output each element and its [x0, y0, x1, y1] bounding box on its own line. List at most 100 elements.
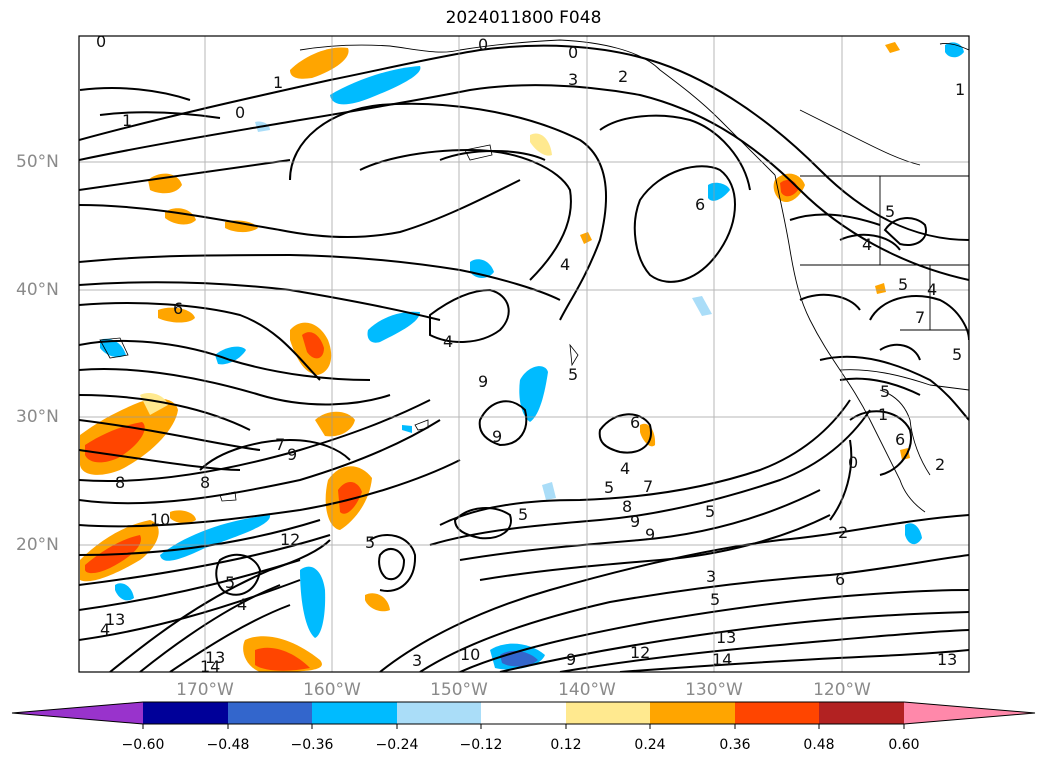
lon-label: 170°W	[176, 680, 234, 700]
colorbar-segment	[566, 702, 650, 724]
lat-label: 40°N	[16, 280, 59, 300]
contour-label: 1	[122, 111, 132, 130]
contour-label: 4	[862, 235, 872, 254]
colorbar-segment	[735, 702, 819, 724]
contour-label: 8	[200, 473, 210, 492]
contour-label: 1	[273, 73, 283, 92]
contour-label: 5	[604, 478, 614, 497]
contour-lines	[79, 44, 969, 672]
contour-label: 2	[935, 455, 945, 474]
contour-label: 0	[96, 32, 106, 51]
contour-label: 14	[200, 657, 220, 676]
contour-label: 7	[915, 308, 925, 327]
colorbar-tick-label: 0.12	[550, 737, 582, 753]
contour-label: 7	[643, 477, 653, 496]
contour-label: 7	[275, 435, 285, 454]
contour-label: 8	[115, 473, 125, 492]
colorbar-tick-label: 0.60	[888, 737, 920, 753]
contour-label: 5	[880, 382, 890, 401]
contour-label: 9	[630, 512, 640, 531]
contour-label: 0	[235, 103, 245, 122]
contour-label: 4	[100, 620, 110, 639]
colorbar-tick-label: −0.60	[121, 737, 165, 753]
contour-label: 3	[706, 567, 716, 586]
contour-label: 13	[716, 628, 736, 647]
lon-label: 120°W	[813, 680, 871, 700]
colorbar-tick-label: 0.48	[803, 737, 835, 753]
lon-label: 160°W	[303, 680, 361, 700]
lat-label: 50°N	[16, 152, 59, 172]
contour-label: 2	[618, 67, 628, 86]
contour-label: 4	[443, 332, 453, 351]
contour-label: 4	[560, 255, 570, 274]
lon-label: 140°W	[558, 680, 616, 700]
contour-label: 3	[568, 70, 578, 89]
colorbar-segment	[143, 702, 228, 724]
map-title: 2024011800 F048	[445, 8, 602, 28]
contour-label: 9	[492, 427, 502, 446]
colorbar-tick-label: −0.24	[375, 737, 419, 753]
contour-label: 5	[898, 275, 908, 294]
contour-label: 2	[838, 523, 848, 542]
coastlines	[299, 39, 969, 513]
colorbar-segment	[650, 702, 735, 724]
contour-label: 6	[895, 430, 905, 449]
contour-label: 13	[105, 610, 125, 629]
contour-label: 6	[173, 299, 183, 318]
lon-label: 150°W	[430, 680, 488, 700]
contour-label: 5	[568, 365, 578, 384]
contour-label: 0	[848, 453, 858, 472]
contour-label: 9	[478, 372, 488, 391]
colorbar-extend-min	[12, 702, 143, 724]
lon-label: 130°W	[685, 680, 743, 700]
contour-label: 5	[710, 590, 720, 609]
lat-label: 20°N	[16, 535, 59, 555]
colorbar-segment	[228, 702, 312, 724]
contour-label: 9	[566, 650, 576, 669]
contour-label: 0	[478, 35, 488, 54]
shaded-anomaly-layer	[80, 42, 964, 672]
colorbar-segment	[312, 702, 397, 724]
contour-label: 5	[952, 345, 962, 364]
contour-label: 5	[518, 505, 528, 524]
gridlines	[79, 36, 969, 672]
colorbar-tick-label: −0.36	[290, 737, 334, 753]
contour-label: 3	[412, 651, 422, 670]
colorbar-tick-label: −0.48	[206, 737, 250, 753]
contour-label: 4	[620, 459, 630, 478]
colorbar-tick-label: −0.12	[459, 737, 503, 753]
contour-label: 4	[237, 595, 247, 614]
colorbar-segment	[819, 702, 904, 724]
contour-label: 5	[885, 202, 895, 221]
contour-label: 1	[955, 80, 965, 99]
contour-label: 12	[280, 530, 300, 549]
contour-label: 1	[878, 405, 888, 424]
contour-label: 8	[622, 497, 632, 516]
contour-label: 12	[630, 643, 650, 662]
contour-label: 10	[150, 510, 170, 529]
contour-label: 5	[705, 502, 715, 521]
contour-label: 14	[712, 650, 732, 669]
shaded-outlines	[99, 144, 579, 502]
contour-label: 4	[927, 280, 937, 299]
contour-label: 6	[630, 413, 640, 432]
contour-label: 10	[460, 645, 480, 664]
contour-label: 5	[225, 573, 235, 592]
contour-label: 5	[365, 533, 375, 552]
colorbar-segment	[481, 702, 566, 724]
plot-frame	[78, 35, 970, 673]
lat-label: 30°N	[16, 407, 59, 427]
contour-label: 13	[205, 648, 225, 667]
colorbar-segment	[397, 702, 481, 724]
contour-label: 9	[645, 525, 655, 544]
colorbar-extend-max	[904, 702, 1035, 724]
contour-label: 6	[835, 570, 845, 589]
contour-label: 6	[695, 195, 705, 214]
contour-label: 9	[287, 445, 297, 464]
contour-label: 0	[568, 43, 578, 62]
colorbar	[11, 701, 1036, 729]
contour-label-layer: 0 0 0 1 1 1 2 3 0 6 4 4 5 5 9 9 6 7 8 9 …	[96, 32, 965, 676]
contour-label: 13	[937, 650, 957, 669]
